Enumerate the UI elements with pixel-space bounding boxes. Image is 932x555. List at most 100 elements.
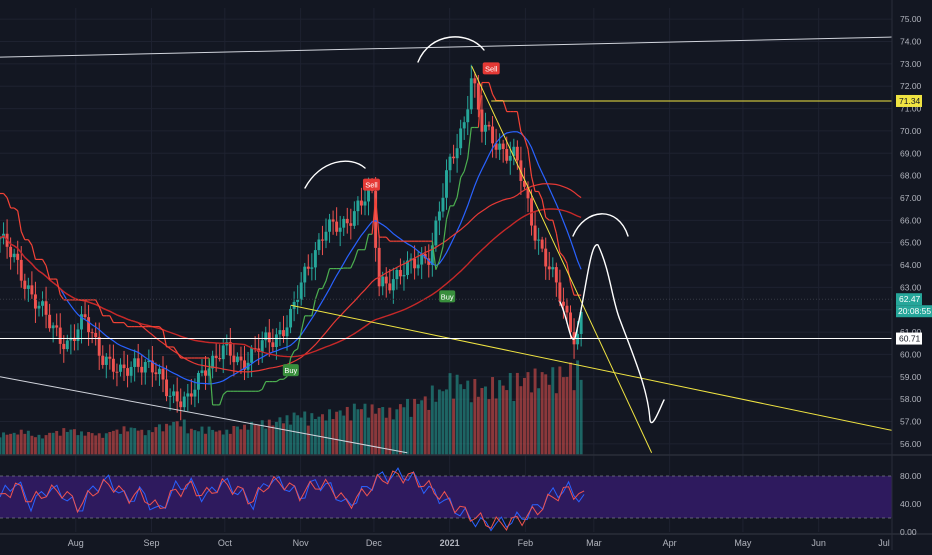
volume-bar bbox=[293, 413, 296, 455]
candle-body bbox=[296, 300, 299, 302]
y-tick-label: 67.00 bbox=[900, 193, 922, 203]
volume-bar bbox=[566, 377, 569, 455]
volume-bar bbox=[201, 427, 204, 455]
volume-bar bbox=[59, 436, 62, 455]
volume-bar bbox=[477, 397, 480, 455]
volume-bar bbox=[169, 425, 172, 455]
candle-body bbox=[232, 356, 235, 363]
volume-bar bbox=[417, 404, 420, 455]
candle-body bbox=[477, 83, 480, 109]
x-tick-label: Sep bbox=[144, 538, 160, 548]
volume-bar bbox=[512, 401, 515, 455]
supertrend-segment bbox=[340, 268, 344, 269]
candle-body bbox=[445, 170, 448, 198]
volume-bar bbox=[236, 427, 239, 455]
candle-body bbox=[562, 302, 565, 306]
volume-bar bbox=[140, 430, 143, 455]
price-tag-last: 62.47 bbox=[899, 294, 921, 304]
volume-bar bbox=[523, 378, 526, 455]
volume-bar bbox=[190, 429, 193, 455]
candle-body bbox=[119, 365, 122, 372]
volume-bar bbox=[34, 437, 37, 455]
candle-body bbox=[385, 277, 388, 284]
volume-bar bbox=[23, 434, 26, 455]
volume-bar bbox=[360, 409, 363, 455]
x-tick-label: 2021 bbox=[440, 538, 460, 548]
volume-bar bbox=[91, 433, 94, 455]
volume-bar bbox=[558, 366, 561, 455]
volume-bar bbox=[498, 380, 501, 455]
volume-bar bbox=[456, 375, 459, 455]
candle-body bbox=[282, 330, 285, 336]
x-tick-label: Apr bbox=[663, 538, 677, 548]
volume-bar bbox=[264, 429, 267, 455]
candle-body bbox=[356, 201, 359, 212]
volume-bar bbox=[495, 398, 498, 455]
volume-bar bbox=[374, 414, 377, 455]
volume-bar bbox=[38, 435, 41, 455]
volume-bar bbox=[452, 399, 455, 455]
candle-body bbox=[360, 201, 363, 206]
candle-body bbox=[45, 301, 48, 315]
stoch-y-tick-label: 0.00 bbox=[900, 527, 917, 537]
volume-bar bbox=[183, 420, 186, 455]
candle-body bbox=[434, 221, 437, 246]
volume-bar bbox=[123, 426, 126, 455]
candle-body bbox=[353, 211, 356, 226]
candle-body bbox=[218, 358, 221, 359]
volume-bar bbox=[119, 434, 122, 455]
candle-body bbox=[34, 294, 37, 308]
candle-body bbox=[112, 359, 115, 372]
candle-body bbox=[27, 285, 30, 289]
volume-bar bbox=[282, 423, 285, 455]
y-tick-label: 58.00 bbox=[900, 394, 922, 404]
volume-bar bbox=[27, 431, 30, 455]
volume-bar bbox=[395, 409, 398, 455]
candle-body bbox=[289, 309, 292, 327]
y-tick-label: 74.00 bbox=[900, 37, 922, 47]
candle-body bbox=[516, 147, 519, 161]
candle-body bbox=[66, 340, 69, 349]
volume-bar bbox=[424, 396, 427, 455]
volume-bar bbox=[239, 429, 242, 455]
candle-body bbox=[388, 283, 391, 290]
volume-bar bbox=[332, 419, 335, 455]
candle-body bbox=[488, 125, 491, 127]
volume-bar bbox=[580, 380, 583, 455]
candle-body bbox=[335, 222, 338, 232]
volume-bar bbox=[275, 422, 278, 455]
candle-body bbox=[30, 285, 33, 294]
volume-bar bbox=[576, 360, 579, 455]
candle-body bbox=[339, 228, 342, 232]
price-tag-60-71: 60.71 bbox=[899, 334, 921, 344]
volume-bar bbox=[555, 393, 558, 455]
volume-bar bbox=[519, 386, 522, 455]
signal-label: Buy bbox=[441, 292, 454, 301]
candle-body bbox=[392, 279, 395, 290]
candle-body bbox=[52, 325, 55, 328]
candle-body bbox=[317, 239, 320, 250]
volume-bar bbox=[158, 424, 161, 455]
volume-bar bbox=[105, 433, 108, 455]
volume-bar bbox=[69, 430, 72, 455]
volume-bar bbox=[402, 407, 405, 455]
volume-bar bbox=[193, 430, 196, 455]
candle-body bbox=[268, 332, 271, 342]
candle-body bbox=[364, 201, 367, 205]
candle-body bbox=[154, 372, 157, 374]
y-tick-label: 73.00 bbox=[900, 59, 922, 69]
volume-bar bbox=[431, 386, 434, 455]
candle-body bbox=[438, 212, 441, 221]
x-tick-label: Aug bbox=[68, 538, 84, 548]
candle-body bbox=[16, 254, 19, 260]
volume-bar bbox=[491, 377, 494, 455]
volume-bar bbox=[466, 381, 469, 455]
volume-bar bbox=[80, 431, 83, 455]
volume-bar bbox=[215, 432, 218, 455]
volume-bar bbox=[413, 399, 416, 455]
y-tick-label: 63.00 bbox=[900, 282, 922, 292]
candle-body bbox=[20, 260, 23, 281]
candle-body bbox=[59, 328, 62, 344]
candle-body bbox=[463, 122, 466, 128]
volume-bar bbox=[137, 431, 140, 455]
